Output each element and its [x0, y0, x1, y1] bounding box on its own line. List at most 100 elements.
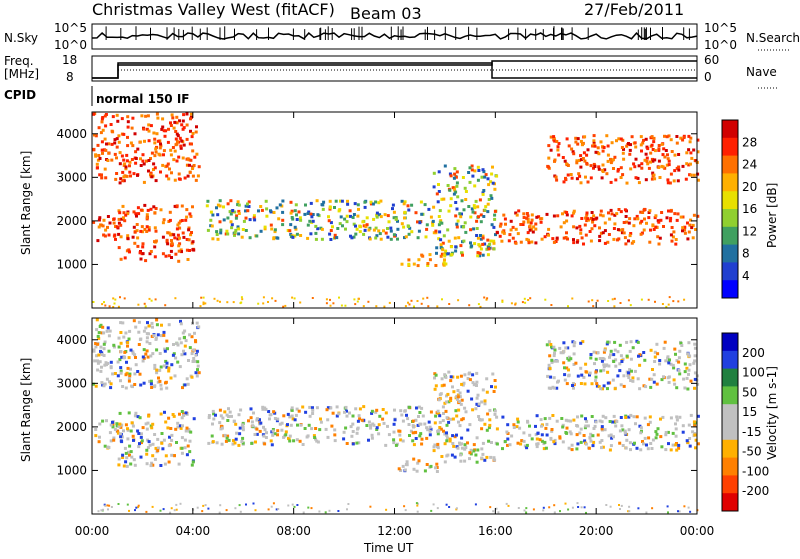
heatmap-cell [149, 424, 153, 428]
heatmap-cell [138, 251, 142, 255]
heatmap-cell [428, 433, 432, 437]
heatmap-cell [464, 446, 468, 449]
heatmap-cell [501, 300, 504, 303]
heatmap-cell [685, 151, 689, 155]
heatmap-cell [153, 166, 157, 170]
heatmap-cell [644, 152, 648, 156]
heatmap-cell [179, 219, 183, 223]
heatmap-cell [616, 168, 620, 171]
heatmap-cell [160, 334, 163, 338]
heatmap-cell [126, 115, 130, 119]
heatmap-cell [369, 202, 373, 206]
heatmap-cell [639, 431, 643, 435]
heatmap-cell [337, 510, 340, 512]
heatmap-cell [103, 114, 107, 118]
heatmap-cell [588, 373, 591, 377]
heatmap-cell [180, 204, 184, 208]
heatmap-cell [530, 218, 534, 222]
heatmap-cell [521, 301, 524, 304]
heatmap-cell [127, 450, 130, 454]
heatmap-cell [532, 225, 536, 229]
heatmap-cell [502, 213, 506, 217]
heatmap-cell [672, 378, 676, 382]
heatmap-cell [310, 427, 314, 431]
heatmap-cell [542, 447, 546, 451]
heatmap-cell [209, 210, 213, 214]
heatmap-cell [96, 143, 100, 147]
heatmap-cell [474, 503, 477, 506]
heatmap-cell [392, 233, 396, 237]
heatmap-cell [365, 216, 369, 220]
heatmap-cell [545, 433, 549, 437]
heatmap-cell [163, 349, 167, 353]
heatmap-cell [123, 297, 126, 300]
heatmap-cell [378, 414, 382, 418]
heatmap-cell [606, 370, 610, 374]
heatmap-cell [539, 217, 543, 221]
heatmap-cell [416, 264, 420, 268]
heatmap-cell [487, 439, 491, 443]
heatmap-cell [421, 414, 425, 418]
heatmap-cell [194, 178, 198, 182]
heatmap-cell [658, 362, 662, 366]
heatmap-cell [182, 143, 186, 147]
heatmap-cell [571, 150, 575, 154]
heatmap-cell [181, 231, 185, 235]
heatmap-cell [473, 206, 477, 210]
heatmap-cell [367, 420, 371, 424]
heatmap-cell [188, 163, 191, 167]
heatmap-cell [570, 176, 574, 180]
heatmap-cell [522, 212, 526, 216]
heatmap-cell [492, 510, 495, 513]
heatmap-cell [161, 117, 165, 121]
heatmap-cell [97, 225, 101, 229]
heatmap-cell [183, 329, 187, 333]
heatmap-cell [686, 221, 689, 225]
heatmap-cell [440, 455, 444, 458]
heatmap-cell [106, 215, 110, 218]
heatmap-cell [490, 196, 494, 200]
heatmap-cell [179, 144, 183, 148]
heatmap-cell [675, 415, 679, 419]
heatmap-cell [356, 203, 360, 207]
heatmap-cell [464, 198, 468, 201]
heatmap-cell [233, 231, 237, 235]
heatmap-cell [639, 135, 643, 139]
heatmap-cell [244, 216, 248, 220]
heatmap-cell [596, 299, 599, 302]
heatmap-cell [121, 456, 125, 459]
heatmap-cell [578, 174, 582, 178]
heatmap-cell [599, 231, 603, 235]
heatmap-cell [126, 210, 130, 214]
heatmap-cell [631, 376, 635, 380]
heatmap-cell [139, 383, 143, 387]
heatmap-cell [600, 446, 603, 450]
heatmap-cell [618, 429, 622, 433]
heatmap-cell [515, 425, 519, 429]
heatmap-cell [132, 319, 136, 323]
heatmap-cell [191, 167, 194, 170]
heatmap-cell [633, 217, 637, 221]
heatmap-cell [442, 197, 446, 201]
heatmap-cell [635, 446, 639, 450]
heatmap-cell [437, 190, 441, 193]
heatmap-cell [481, 168, 485, 172]
heatmap-cell [119, 331, 123, 334]
heatmap-cell [483, 208, 487, 212]
heatmap-cell [249, 416, 253, 420]
heatmap-cell [98, 435, 101, 439]
heatmap-cell [126, 144, 130, 148]
heatmap-cell [624, 446, 628, 450]
heatmap-cell [102, 508, 104, 511]
heatmap-cell [306, 223, 310, 227]
heatmap-cell [481, 234, 485, 238]
heatmap-cell [651, 438, 655, 442]
heatmap-cell [622, 147, 625, 151]
heatmap-cell [159, 142, 162, 146]
heatmap-cell [288, 229, 292, 233]
heatmap-cell [126, 234, 130, 238]
heatmap-cell [535, 414, 539, 418]
heatmap-cell [674, 434, 678, 438]
heatmap-cell [572, 344, 576, 348]
